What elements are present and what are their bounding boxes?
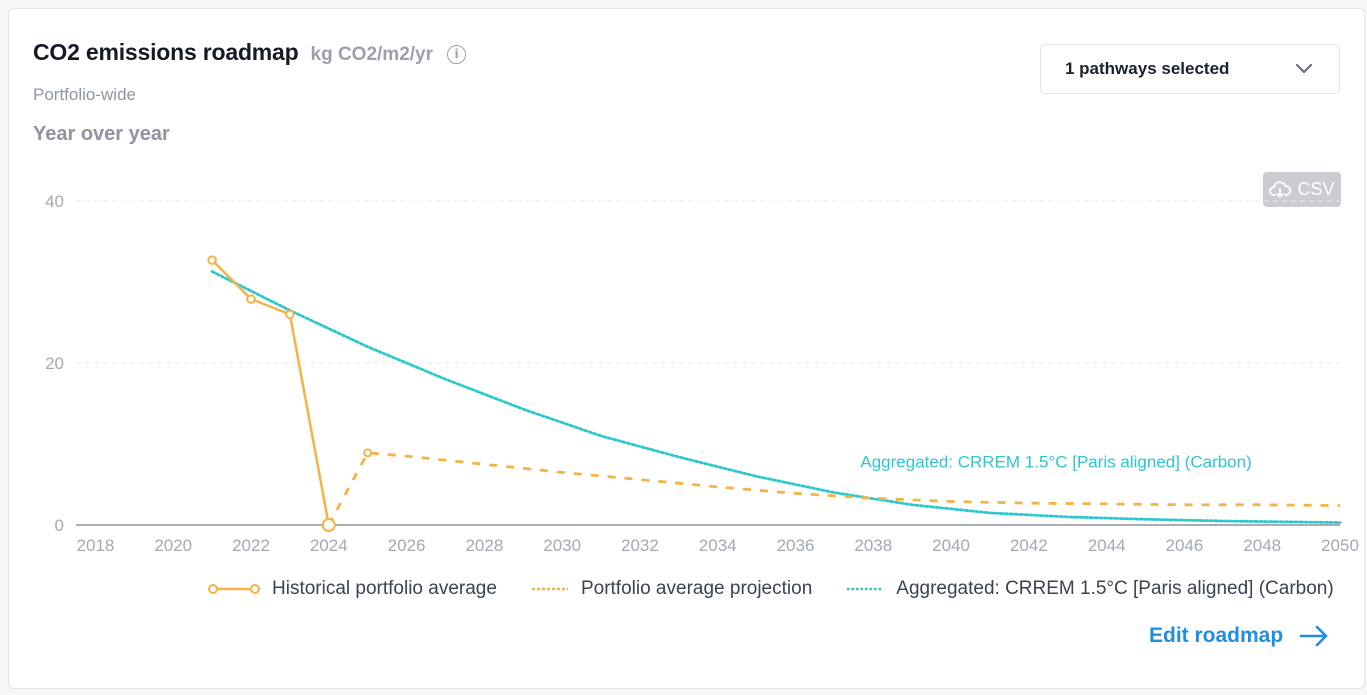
series-line-0 [210, 258, 331, 527]
x-tick-label: 2044 [1088, 536, 1126, 555]
cloud-download-icon [1269, 180, 1292, 198]
edit-roadmap-label: Edit roadmap [1149, 624, 1284, 647]
series-line-1 [327, 451, 1341, 526]
x-tick-label: 2020 [154, 536, 192, 555]
x-tick-label: 2038 [854, 536, 892, 555]
pathways-dropdown-label: 1 pathways selected [1065, 59, 1230, 78]
legend-historical-swatch [208, 584, 260, 594]
x-axis-ticks: 2018 2020 2022 2024 2026 2028 2030 2032 2034 2036… [77, 536, 1359, 555]
x-tick-label: 2048 [1243, 536, 1281, 555]
legend-pathway-label: Aggregated: CRREM 1.5°C [Paris aligned] … [896, 578, 1334, 599]
legend-pathway[interactable]: Aggregated: CRREM 1.5°C [Paris aligned] … [846, 578, 1334, 600]
data-point [246, 294, 256, 304]
x-tick-label: 2026 [388, 536, 426, 555]
y-tick-label: 40 [45, 192, 64, 211]
info-icon[interactable]: i [447, 44, 466, 64]
data-point [207, 255, 217, 265]
card-header: CO2 emissions roadmap kg CO2/m2/yr i [33, 39, 466, 66]
x-tick-label: 2050 [1321, 536, 1359, 555]
y-tick-label: 20 [45, 354, 64, 373]
x-tick-label: 2046 [1166, 536, 1204, 555]
data-point [285, 309, 295, 320]
pathway-annotation: Aggregated: CRREM 1.5°C [Paris aligned] … [860, 452, 1251, 471]
x-tick-label: 2032 [621, 536, 659, 555]
x-tick-label: 2036 [777, 536, 815, 555]
x-tick-label: 2040 [932, 536, 970, 555]
x-tick-label: 2018 [77, 536, 115, 555]
series-line-2 [210, 270, 1342, 524]
x-tick-label: 2028 [465, 536, 503, 555]
x-tick-label: 2024 [310, 536, 348, 555]
x-tick-label: 2042 [1010, 536, 1048, 555]
csv-button-label: CSV [1297, 179, 1335, 199]
x-tick-label: 2030 [543, 536, 581, 555]
data-point [321, 518, 336, 532]
period-label: Year over year [33, 123, 170, 145]
legend-historical[interactable]: Historical portfolio average [208, 578, 497, 600]
chart-legend: Historical portfolio average Portfolio a… [208, 578, 1334, 600]
grid-lines [76, 200, 1340, 526]
y-tick-label: 0 [55, 516, 64, 535]
legend-historical-label: Historical portfolio average [272, 578, 497, 599]
unit-label: kg CO2/m2/yr [310, 44, 434, 65]
x-tick-label: 2022 [232, 536, 270, 555]
edit-roadmap-link[interactable]: Edit roadmap [1149, 624, 1329, 648]
legend-projection-swatch [531, 587, 568, 591]
x-tick-label: 2034 [699, 536, 737, 555]
pathways-dropdown[interactable]: 1 pathways selected [1040, 44, 1340, 94]
chevron-down-icon [1295, 63, 1313, 74]
scope-subtitle: Portfolio-wide [33, 85, 136, 104]
arrow-right-icon [1299, 625, 1328, 647]
chart-series [207, 255, 1342, 532]
legend-pathway-swatch [847, 587, 884, 591]
legend-projection[interactable]: Portfolio average projection [531, 578, 812, 600]
data-point [363, 448, 373, 458]
y-axis-ticks: 0 20 40 [45, 192, 64, 535]
card-title: CO2 emissions roadmap [33, 39, 299, 65]
chart-annotations: Aggregated: CRREM 1.5°C [Paris aligned] … [860, 452, 1251, 471]
legend-projection-label: Portfolio average projection [580, 578, 813, 599]
